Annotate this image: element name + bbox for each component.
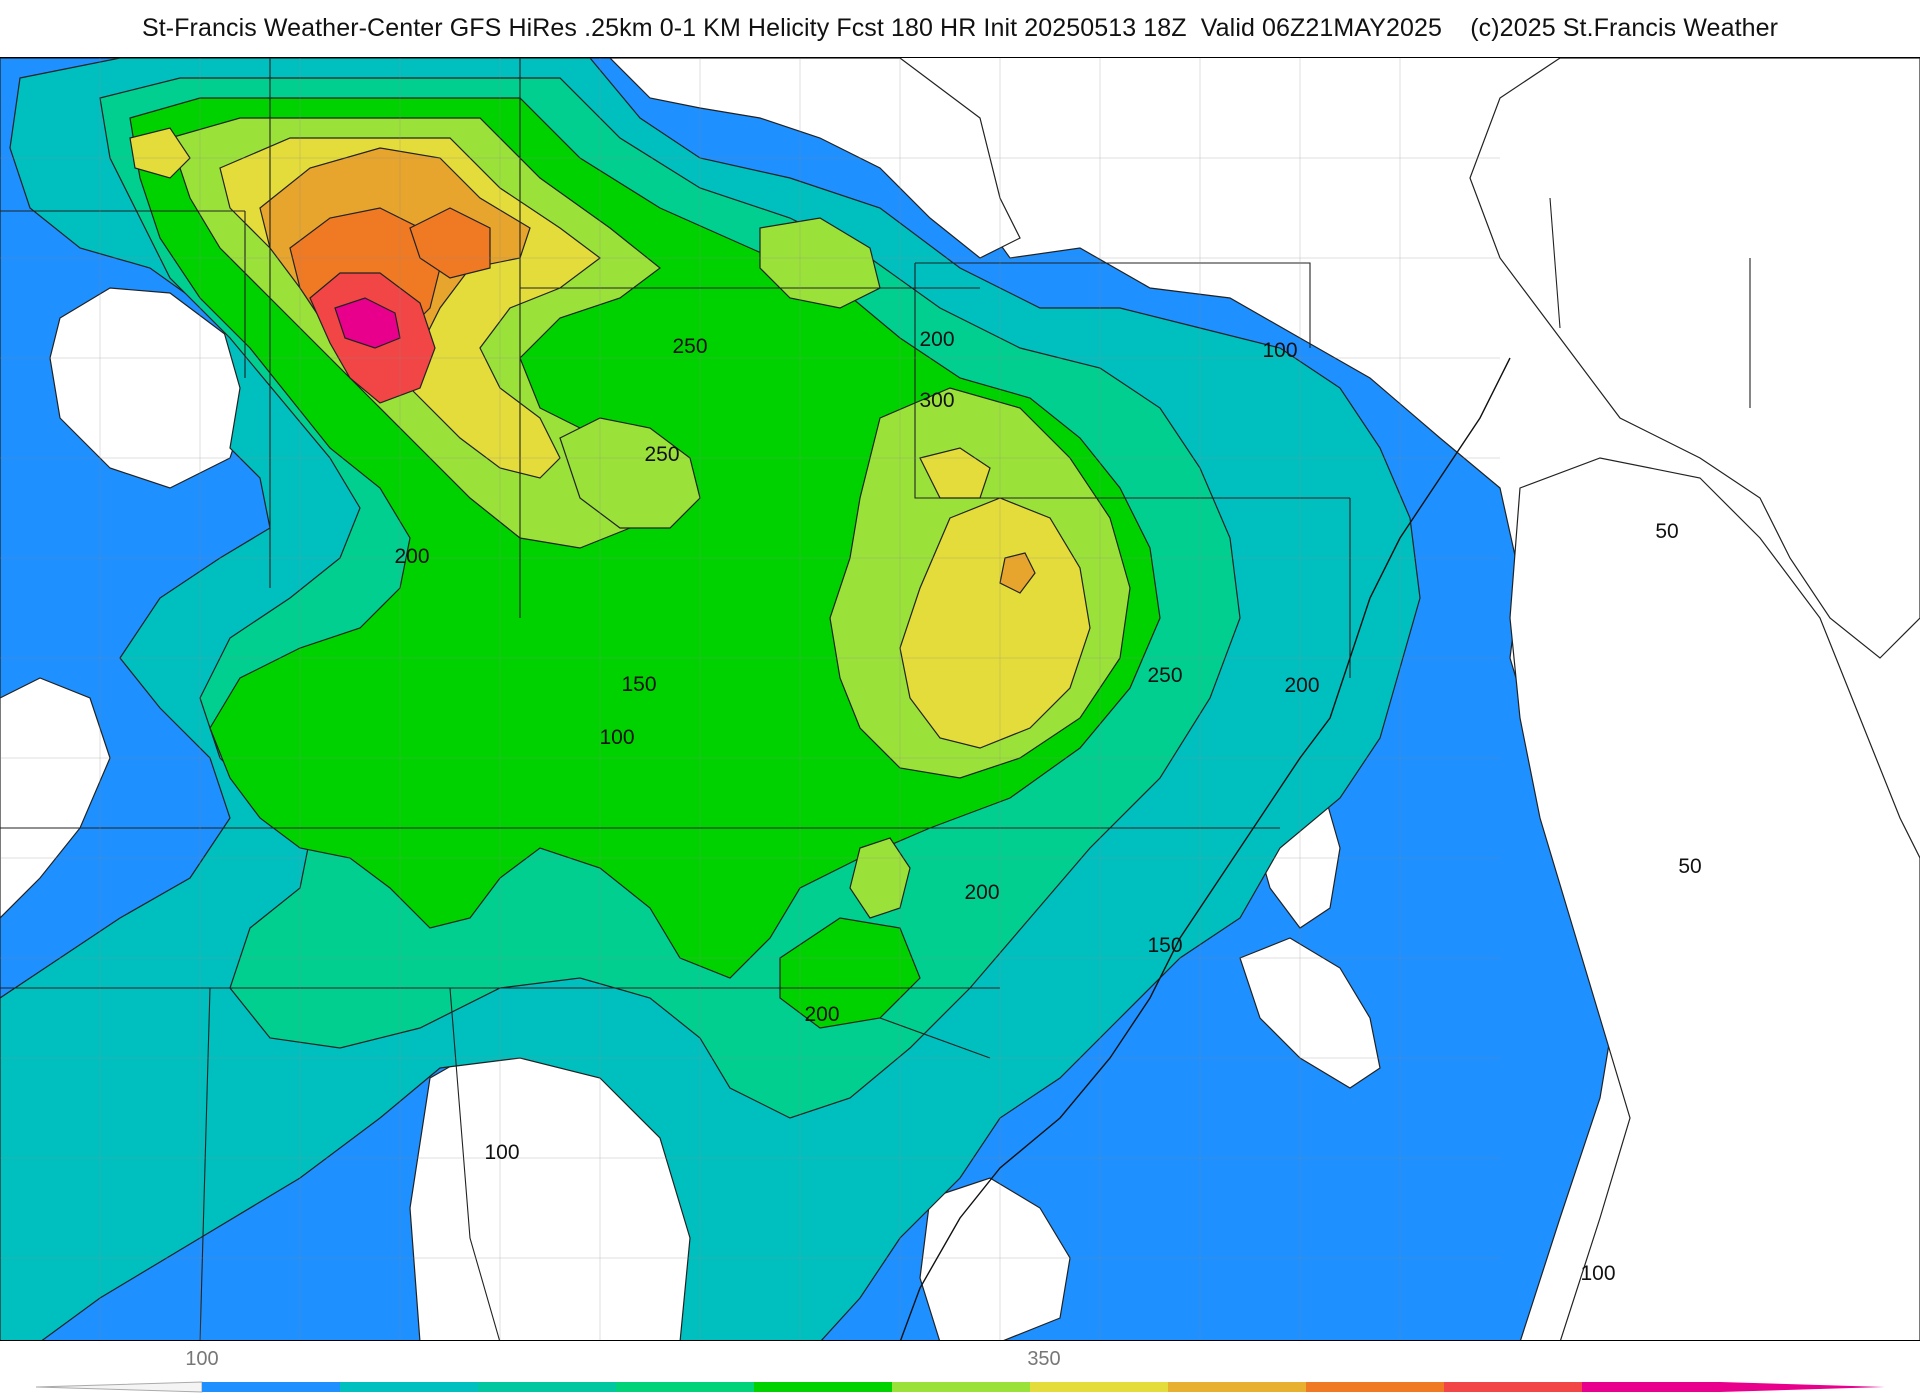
contour-label: 200 bbox=[964, 881, 999, 904]
legend-tick-label: 350 bbox=[1027, 1348, 1061, 1370]
contour-label: 150 bbox=[621, 673, 656, 696]
contour-label: 100 bbox=[1262, 339, 1297, 362]
contour-label: 50 bbox=[1655, 520, 1678, 543]
east-coastline bbox=[899, 357, 1511, 1340]
contour-label: 50 bbox=[1678, 855, 1701, 878]
county-grid bbox=[0, 58, 1500, 1340]
low-helicity-area-carolina bbox=[1239, 937, 1381, 1089]
map-title: St-Francis Weather-Center GFS HiRes .25k… bbox=[141, 14, 1779, 42]
legend-color-bar bbox=[202, 1382, 1721, 1392]
contour-label: 150 bbox=[1147, 934, 1182, 957]
legend-swatch bbox=[1306, 1382, 1445, 1392]
low-helicity-area-northeast bbox=[1469, 58, 1920, 659]
legend-swatch bbox=[1030, 1382, 1169, 1392]
contour-label: 250 bbox=[644, 443, 679, 466]
helicity-band-300-blob-a bbox=[919, 447, 991, 499]
legend-swatch bbox=[478, 1382, 617, 1392]
contour-label: 100 bbox=[1580, 1262, 1615, 1285]
contour-label: 200 bbox=[394, 545, 429, 568]
contour-label: 300 bbox=[919, 389, 954, 412]
helicity-band-250-blob-b bbox=[759, 217, 881, 309]
legend-swatch bbox=[340, 1382, 479, 1392]
helicity-band-300-blob-b bbox=[129, 127, 191, 179]
helicity-map: 250 250 200 300 100 200 150 100 250 200 … bbox=[0, 57, 1920, 1341]
state-borders bbox=[0, 58, 1751, 1340]
legend-tick-label: 100 bbox=[185, 1348, 219, 1370]
legend-swatch bbox=[892, 1382, 1031, 1392]
contour-label: 200 bbox=[1284, 674, 1319, 697]
contour-label: 200 bbox=[919, 328, 954, 351]
contour-label: 100 bbox=[599, 726, 634, 749]
legend-swatch bbox=[754, 1382, 893, 1392]
legend-swatch bbox=[1168, 1382, 1307, 1392]
contour-label: 100 bbox=[484, 1141, 519, 1164]
legend-right-arrow bbox=[1720, 1382, 1885, 1392]
contour-labels: 250 250 200 300 100 200 150 100 250 200 … bbox=[394, 328, 1701, 1285]
contour-label: 250 bbox=[1147, 664, 1182, 687]
low-helicity-area-atlantic bbox=[1509, 457, 1920, 1340]
legend-swatch bbox=[1582, 1382, 1721, 1392]
contour-label: 200 bbox=[804, 1003, 839, 1026]
legend-left-arrow bbox=[35, 1381, 203, 1393]
legend-swatch bbox=[1444, 1382, 1583, 1392]
legend-swatch bbox=[202, 1382, 341, 1392]
contour-label: 250 bbox=[672, 335, 707, 358]
low-helicity-area-georgia bbox=[919, 1177, 1071, 1340]
helicity-band-350-blob bbox=[999, 552, 1036, 594]
legend-swatch bbox=[616, 1382, 755, 1392]
color-legend: 100 350 bbox=[0, 1341, 1920, 1400]
